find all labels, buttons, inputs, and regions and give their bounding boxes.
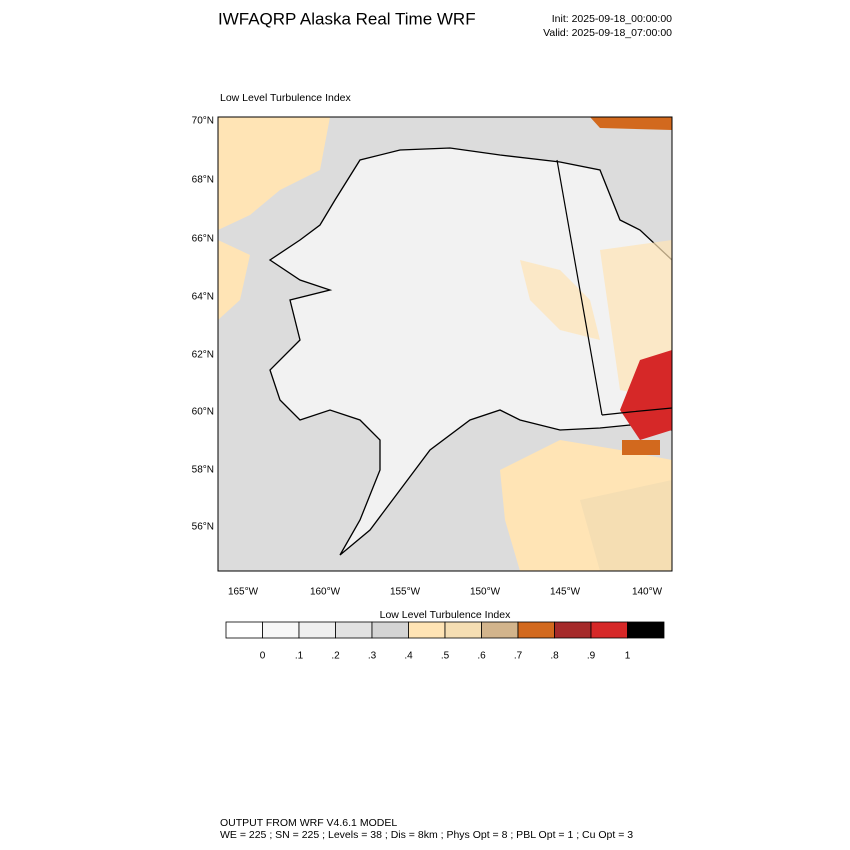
lon-label: 140°W	[632, 587, 663, 598]
map-frame	[217, 116, 673, 572]
colorbar-box	[590, 621, 628, 639]
colorbar-label: .2	[331, 651, 340, 662]
lon-label: 145°W	[550, 587, 581, 598]
map	[218, 117, 672, 571]
colorbar-box	[444, 621, 482, 639]
lon-label: 150°W	[470, 587, 501, 598]
colorbar-box	[225, 621, 263, 639]
colorbar-label: .8	[550, 651, 559, 662]
colorbar-box	[371, 621, 409, 639]
colorbar-label: .6	[477, 651, 486, 662]
title: IWFAQRP Alaska Real Time WRF	[218, 9, 476, 28]
colorbar-box	[298, 621, 336, 639]
lat-label: 62°N	[192, 350, 214, 361]
colorbar: 0 .1 .2 .3 .4 .5 .6 .7 .8 .9 1	[225, 621, 665, 662]
colorbar-label: .7	[514, 651, 523, 662]
colorbar-label: .5	[441, 651, 450, 662]
map-label: Low Level Turbulence Index	[220, 92, 352, 104]
colorbar-title: Low Level Turbulence Index	[380, 609, 512, 621]
colorbar-box	[517, 621, 555, 639]
valid-time: Valid: 2025-09-18_07:00:00	[543, 27, 672, 39]
lat-label: 66°N	[192, 234, 214, 245]
lat-label: 64°N	[192, 292, 214, 303]
lat-label: 56°N	[192, 522, 214, 533]
colorbar-label: 1	[625, 651, 631, 662]
colorbar-label: .9	[587, 651, 596, 662]
lat-label: 58°N	[192, 465, 214, 476]
colorbar-label: 0	[260, 651, 266, 662]
colorbar-box	[335, 621, 373, 639]
colorbar-box	[554, 621, 592, 639]
colorbar-label: .4	[404, 651, 413, 662]
lat-label: 70°N	[192, 116, 214, 127]
colorbar-box	[262, 621, 300, 639]
footer-line: WE = 225 ; SN = 225 ; Levels = 38 ; Dis …	[220, 829, 633, 841]
colorbar-box	[408, 621, 446, 639]
colorbar-box	[627, 621, 665, 639]
lon-label: 160°W	[310, 587, 341, 598]
lon-label: 155°W	[390, 587, 421, 598]
colorbar-box	[481, 621, 519, 639]
lat-label: 68°N	[192, 175, 214, 186]
colorbar-label: .3	[368, 651, 377, 662]
footer-line: OUTPUT FROM WRF V4.6.1 MODEL	[220, 817, 397, 829]
lat-label: 60°N	[192, 407, 214, 418]
lat-labels: 70°N 68°N 66°N 64°N 62°N 60°N 58°N 56°N	[192, 116, 214, 533]
init-time: Init: 2025-09-18_00:00:00	[552, 13, 672, 25]
lon-label: 165°W	[228, 587, 259, 598]
lon-labels: 165°W 160°W 155°W 150°W 145°W 140°W	[228, 587, 663, 598]
colorbar-label: .1	[295, 651, 304, 662]
